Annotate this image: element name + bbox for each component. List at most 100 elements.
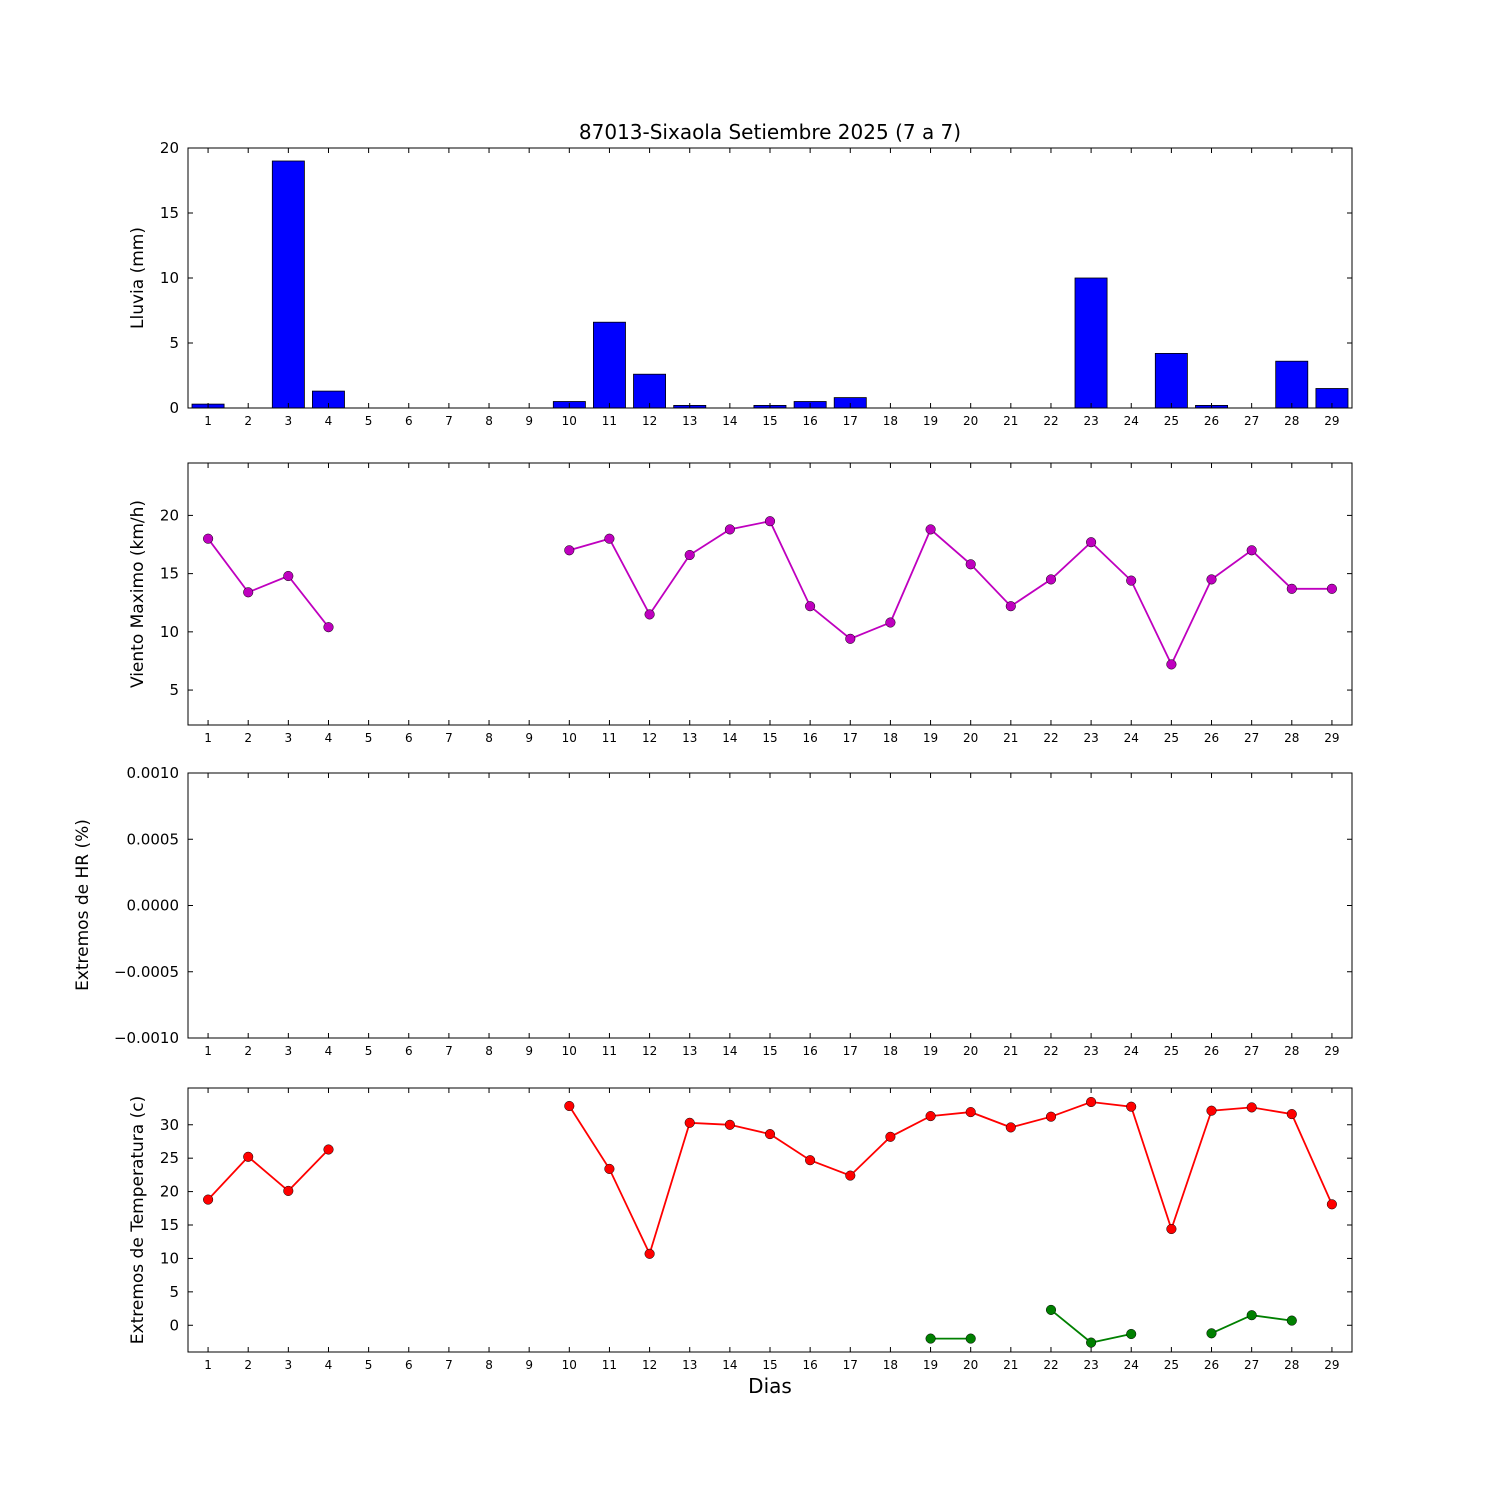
lluvia-y-axis-label: Lluvia (mm) [128, 227, 148, 329]
x-tick-label: 12 [642, 731, 657, 745]
x-tick-label: 11 [602, 1044, 617, 1058]
marker-temperatura-maxima-day-20 [965, 1107, 976, 1118]
marker-temperatura-maxima-day-12 [644, 1248, 655, 1259]
x-tick-label: 16 [802, 414, 817, 428]
x-tick-label: 8 [485, 414, 493, 428]
marker-temperatura-maxima-day-16 [805, 1155, 816, 1166]
x-tick-label: 7 [445, 1358, 453, 1372]
marker-viento-maximo-day-23 [1086, 537, 1097, 548]
x-tick-label: 11 [602, 731, 617, 745]
bar-day-28 [1275, 360, 1309, 409]
x-tick-label: 5 [365, 414, 373, 428]
subplot-lluvia: 87013-Sixaola Setiembre 2025 (7 a 7) Llu… [128, 120, 1353, 428]
y-tick-label: 5 [169, 334, 179, 352]
x-tick-label: 17 [843, 1358, 858, 1372]
x-tick-label: 21 [1003, 414, 1018, 428]
y-tick-label: 20 [160, 139, 179, 157]
y-tick-label: 15 [160, 565, 179, 583]
x-tick-label: 22 [1043, 414, 1058, 428]
marker-temperatura-maxima-day-4 [323, 1144, 334, 1155]
x-tick-label: 29 [1324, 1358, 1339, 1372]
figure-title: 87013-Sixaola Setiembre 2025 (7 a 7) [579, 120, 961, 144]
series-line-temperatura-minima [930, 1309, 1292, 1344]
x-tick-label: 17 [843, 731, 858, 745]
bar-day-23 [1074, 277, 1108, 409]
marker-temperatura-maxima-day-15 [764, 1129, 776, 1140]
marker-temperatura-minima-day-20 [965, 1333, 976, 1344]
series-line-viento-maximo [207, 520, 1332, 667]
x-tick-label: 23 [1083, 731, 1098, 745]
x-tick-label: 19 [923, 1044, 938, 1058]
marker-temperatura-minima-day-27 [1246, 1310, 1257, 1321]
marker-temperatura-maxima-day-3 [283, 1185, 294, 1196]
marker-temperatura-minima-day-19 [925, 1333, 936, 1344]
x-tick-label: 13 [682, 1044, 697, 1058]
x-tick-label: 20 [963, 1044, 978, 1058]
x-tick-label: 3 [285, 1044, 293, 1058]
y-tick-label: −0.0010 [114, 1029, 179, 1047]
marker-viento-maximo-day-21 [1005, 601, 1016, 612]
x-tick-label: 17 [843, 414, 858, 428]
x-tick-label: 12 [642, 414, 657, 428]
marker-temperatura-maxima-day-1 [203, 1194, 214, 1205]
x-tick-label: 29 [1324, 1044, 1339, 1058]
marker-viento-maximo-day-26 [1206, 574, 1217, 585]
x-tick-label: 15 [762, 414, 777, 428]
marker-viento-maximo-day-28 [1286, 583, 1297, 594]
x-tick-label: 12 [642, 1358, 657, 1372]
marker-temperatura-minima-day-26 [1206, 1328, 1217, 1339]
x-tick-label: 8 [485, 731, 493, 745]
x-tick-label: 11 [602, 1358, 617, 1372]
x-tick-label: 16 [802, 1358, 817, 1372]
x-tick-label: 23 [1083, 1044, 1098, 1058]
x-tick-label: 2 [244, 731, 252, 745]
x-tick-label: 27 [1244, 731, 1259, 745]
marker-temperatura-maxima-day-14 [724, 1119, 735, 1130]
marker-viento-maximo-day-17 [845, 633, 856, 644]
marker-temperatura-maxima-day-24 [1126, 1101, 1137, 1112]
x-tick-label: 1 [204, 1358, 212, 1372]
x-tick-label: 23 [1083, 1358, 1098, 1372]
y-tick-label: 25 [160, 1149, 179, 1167]
x-tick-label: 8 [485, 1358, 493, 1372]
y-tick-label: 20 [160, 1183, 179, 1201]
temperatura-y-axis-label: Extremos de Temperatura (c) [128, 1096, 148, 1344]
y-tick-label: 15 [160, 204, 179, 222]
x-tick-label: 11 [602, 414, 617, 428]
x-axis-label: Dias [748, 1374, 792, 1398]
x-tick-label: 6 [405, 414, 413, 428]
x-tick-label: 17 [843, 1044, 858, 1058]
subplot-viento: Viento Maximo (km/h) 1 2 3 4 5 6 7 8 9 10 11 12 13 14… [128, 462, 1353, 745]
x-tick-label: 21 [1003, 731, 1018, 745]
marker-temperatura-maxima-day-27 [1246, 1102, 1257, 1113]
y-tick-label: 15 [160, 1216, 179, 1234]
marker-viento-maximo-day-20 [965, 559, 976, 570]
marker-temperatura-maxima-day-22 [1045, 1111, 1057, 1122]
marker-viento-maximo-day-27 [1246, 545, 1257, 556]
temperatura-plot-area: 1 2 3 4 5 6 7 8 9 10 11 12 13 14 15 16 17 18 19 20 21 22 23 24 2… [160, 1087, 1353, 1372]
x-tick-label: 9 [525, 1044, 533, 1058]
x-tick-label: 9 [525, 1358, 533, 1372]
y-tick-label: 10 [160, 269, 179, 287]
x-tick-label: 25 [1164, 414, 1179, 428]
x-tick-label: 3 [285, 731, 293, 745]
y-tick-label: 0.0005 [127, 830, 180, 848]
x-tick-label: 1 [204, 1044, 212, 1058]
x-tick-label: 21 [1003, 1358, 1018, 1372]
viento-plot-area: 1 2 3 4 5 6 7 8 9 10 11 12 13 14 15 16 17 18 19 20 21 22 23 24 2… [160, 462, 1353, 745]
marker-temperatura-maxima-day-10 [564, 1100, 575, 1112]
marker-temperatura-maxima-day-13 [684, 1117, 695, 1128]
y-tick-label: −0.0005 [114, 963, 179, 981]
y-tick-label: 10 [160, 1249, 179, 1267]
bar-day-3 [271, 160, 305, 409]
x-tick-label: 26 [1204, 731, 1219, 745]
x-tick-label: 22 [1043, 1358, 1058, 1372]
x-tick-label: 6 [405, 731, 413, 745]
subplot-hr: Extremos de HR (%) 1 2 3 4 5 6 7 8 9 10 11 12 13 14 15… [73, 764, 1353, 1058]
marker-viento-maximo-day-1 [203, 533, 214, 544]
x-tick-label: 7 [445, 731, 453, 745]
x-tick-label: 3 [285, 1358, 293, 1372]
x-tick-label: 26 [1204, 414, 1219, 428]
y-tick-label: 0 [169, 1316, 179, 1334]
x-tick-label: 28 [1284, 414, 1299, 428]
